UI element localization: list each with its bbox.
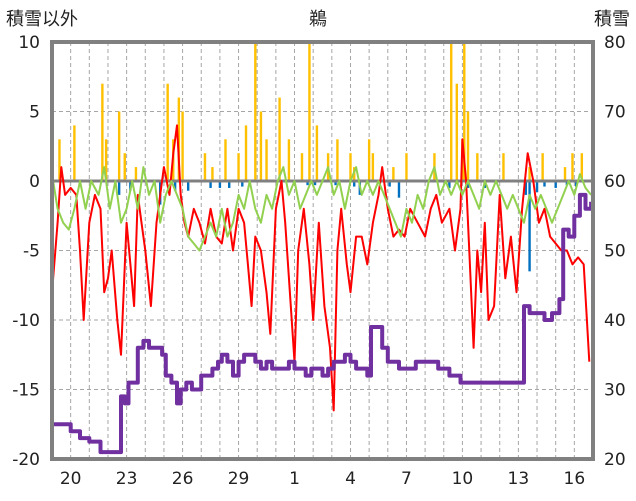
- precip-bar: [117, 111, 121, 181]
- wind-line: [51, 166, 592, 252]
- sunshine_neg-bar: [186, 181, 190, 191]
- x-tick-label: 16: [564, 469, 586, 489]
- right-tick-label: 70: [604, 103, 626, 123]
- right-tick-label: 60: [604, 172, 626, 192]
- x-tick-label: 13: [508, 469, 530, 489]
- precip-bar: [224, 139, 227, 181]
- sunshine_neg-bar: [218, 181, 222, 188]
- sunshine_neg-bar: [353, 181, 356, 187]
- sunshine_neg-bar: [313, 181, 317, 186]
- sunshine_neg-bar: [306, 181, 309, 186]
- sunshine_neg-bar: [173, 181, 177, 191]
- sunshine_neg-bar: [543, 181, 546, 187]
- snow_depth-line: [52, 192, 594, 455]
- sunshine_neg-bar: [575, 181, 578, 187]
- sunshine_neg-bar: [524, 181, 528, 195]
- precip-bar: [177, 97, 181, 181]
- precip-bar: [541, 153, 544, 181]
- left-tick-label: -20: [12, 450, 40, 470]
- left-tick-label: 0: [29, 172, 40, 192]
- precip-bar: [259, 111, 263, 181]
- sunshine_neg-bar: [535, 181, 539, 193]
- right-tick-label: 80: [604, 33, 626, 53]
- left-tick-label: -10: [12, 311, 40, 331]
- left-tick-label: -15: [12, 381, 40, 401]
- right-tick-label: 30: [604, 381, 626, 401]
- sunshine_neg-bar: [388, 181, 391, 187]
- sunshine_neg-bar: [448, 181, 451, 188]
- chart-title: 鵜: [309, 9, 327, 30]
- precip-bar: [528, 167, 531, 181]
- x-tick-label: 7: [401, 469, 412, 489]
- precip-bar: [287, 139, 291, 181]
- precip-bar: [58, 139, 61, 181]
- precip-bar: [123, 153, 126, 181]
- precip-bar: [134, 167, 138, 181]
- sunshine_neg-bar: [117, 181, 121, 195]
- right-tick-label: 40: [604, 311, 626, 331]
- precip-bar: [463, 42, 466, 181]
- precip-bar: [405, 153, 408, 181]
- precip-bar: [336, 139, 339, 181]
- precip-bar: [101, 83, 104, 181]
- sunshine_neg-bar: [241, 181, 244, 187]
- plot-frame: [50, 40, 595, 461]
- sunshine_neg-bar: [228, 181, 231, 188]
- precip-bar: [455, 83, 459, 181]
- precip-bar: [73, 125, 76, 181]
- sunshine_neg-bar: [466, 181, 470, 188]
- precip-bar: [166, 83, 169, 181]
- sunshine_neg-bar: [209, 181, 212, 188]
- precip-bar: [278, 97, 281, 181]
- precip-bar: [265, 139, 268, 181]
- precip-bar: [315, 125, 319, 181]
- precip-bar: [254, 42, 257, 181]
- sunshine_neg-bar: [397, 181, 401, 198]
- temperature-line: [51, 124, 591, 412]
- left-tick-label: 10: [18, 33, 40, 53]
- precip-bar: [244, 125, 248, 181]
- sunshine_neg-bar: [334, 181, 337, 186]
- precip-bar: [211, 167, 214, 181]
- x-tick-label: 4: [345, 469, 356, 489]
- x-tick-label: 10: [452, 469, 474, 489]
- precip-bar: [349, 153, 352, 181]
- precip-bar: [237, 153, 240, 181]
- left-axis-label: 積雪以外: [6, 9, 78, 30]
- precip-bar: [308, 42, 311, 181]
- precip-bar: [502, 153, 505, 181]
- precip-bar: [476, 153, 479, 181]
- precip-bar: [203, 153, 207, 181]
- x-tick-label: 23: [116, 469, 138, 489]
- left-tick-label: 5: [29, 103, 40, 123]
- precip-bar: [300, 153, 304, 181]
- x-tick-label: 29: [228, 469, 250, 489]
- x-tick-label: 20: [60, 469, 82, 489]
- right-tick-label: 50: [604, 242, 626, 262]
- precip-bar: [181, 111, 184, 181]
- precip-bar: [392, 167, 395, 181]
- precip-bar: [104, 139, 108, 181]
- precip-bar: [563, 167, 567, 181]
- x-tick-label: 1: [289, 469, 300, 489]
- precip-bar: [466, 111, 470, 181]
- line-series: [51, 124, 594, 455]
- left-tick-label: -5: [23, 242, 40, 262]
- sunshine_neg-bar: [528, 181, 531, 272]
- precip-bar: [571, 153, 574, 181]
- right-axis-label: 積雪: [594, 9, 630, 30]
- precip-bar: [450, 42, 453, 181]
- right-tick-label: 20: [604, 450, 626, 470]
- precip-bar: [371, 153, 375, 181]
- precip-bar: [367, 139, 371, 181]
- x-tick-label: 26: [172, 469, 194, 489]
- precip-bar: [580, 153, 584, 181]
- sunshine_neg-bar: [554, 181, 557, 188]
